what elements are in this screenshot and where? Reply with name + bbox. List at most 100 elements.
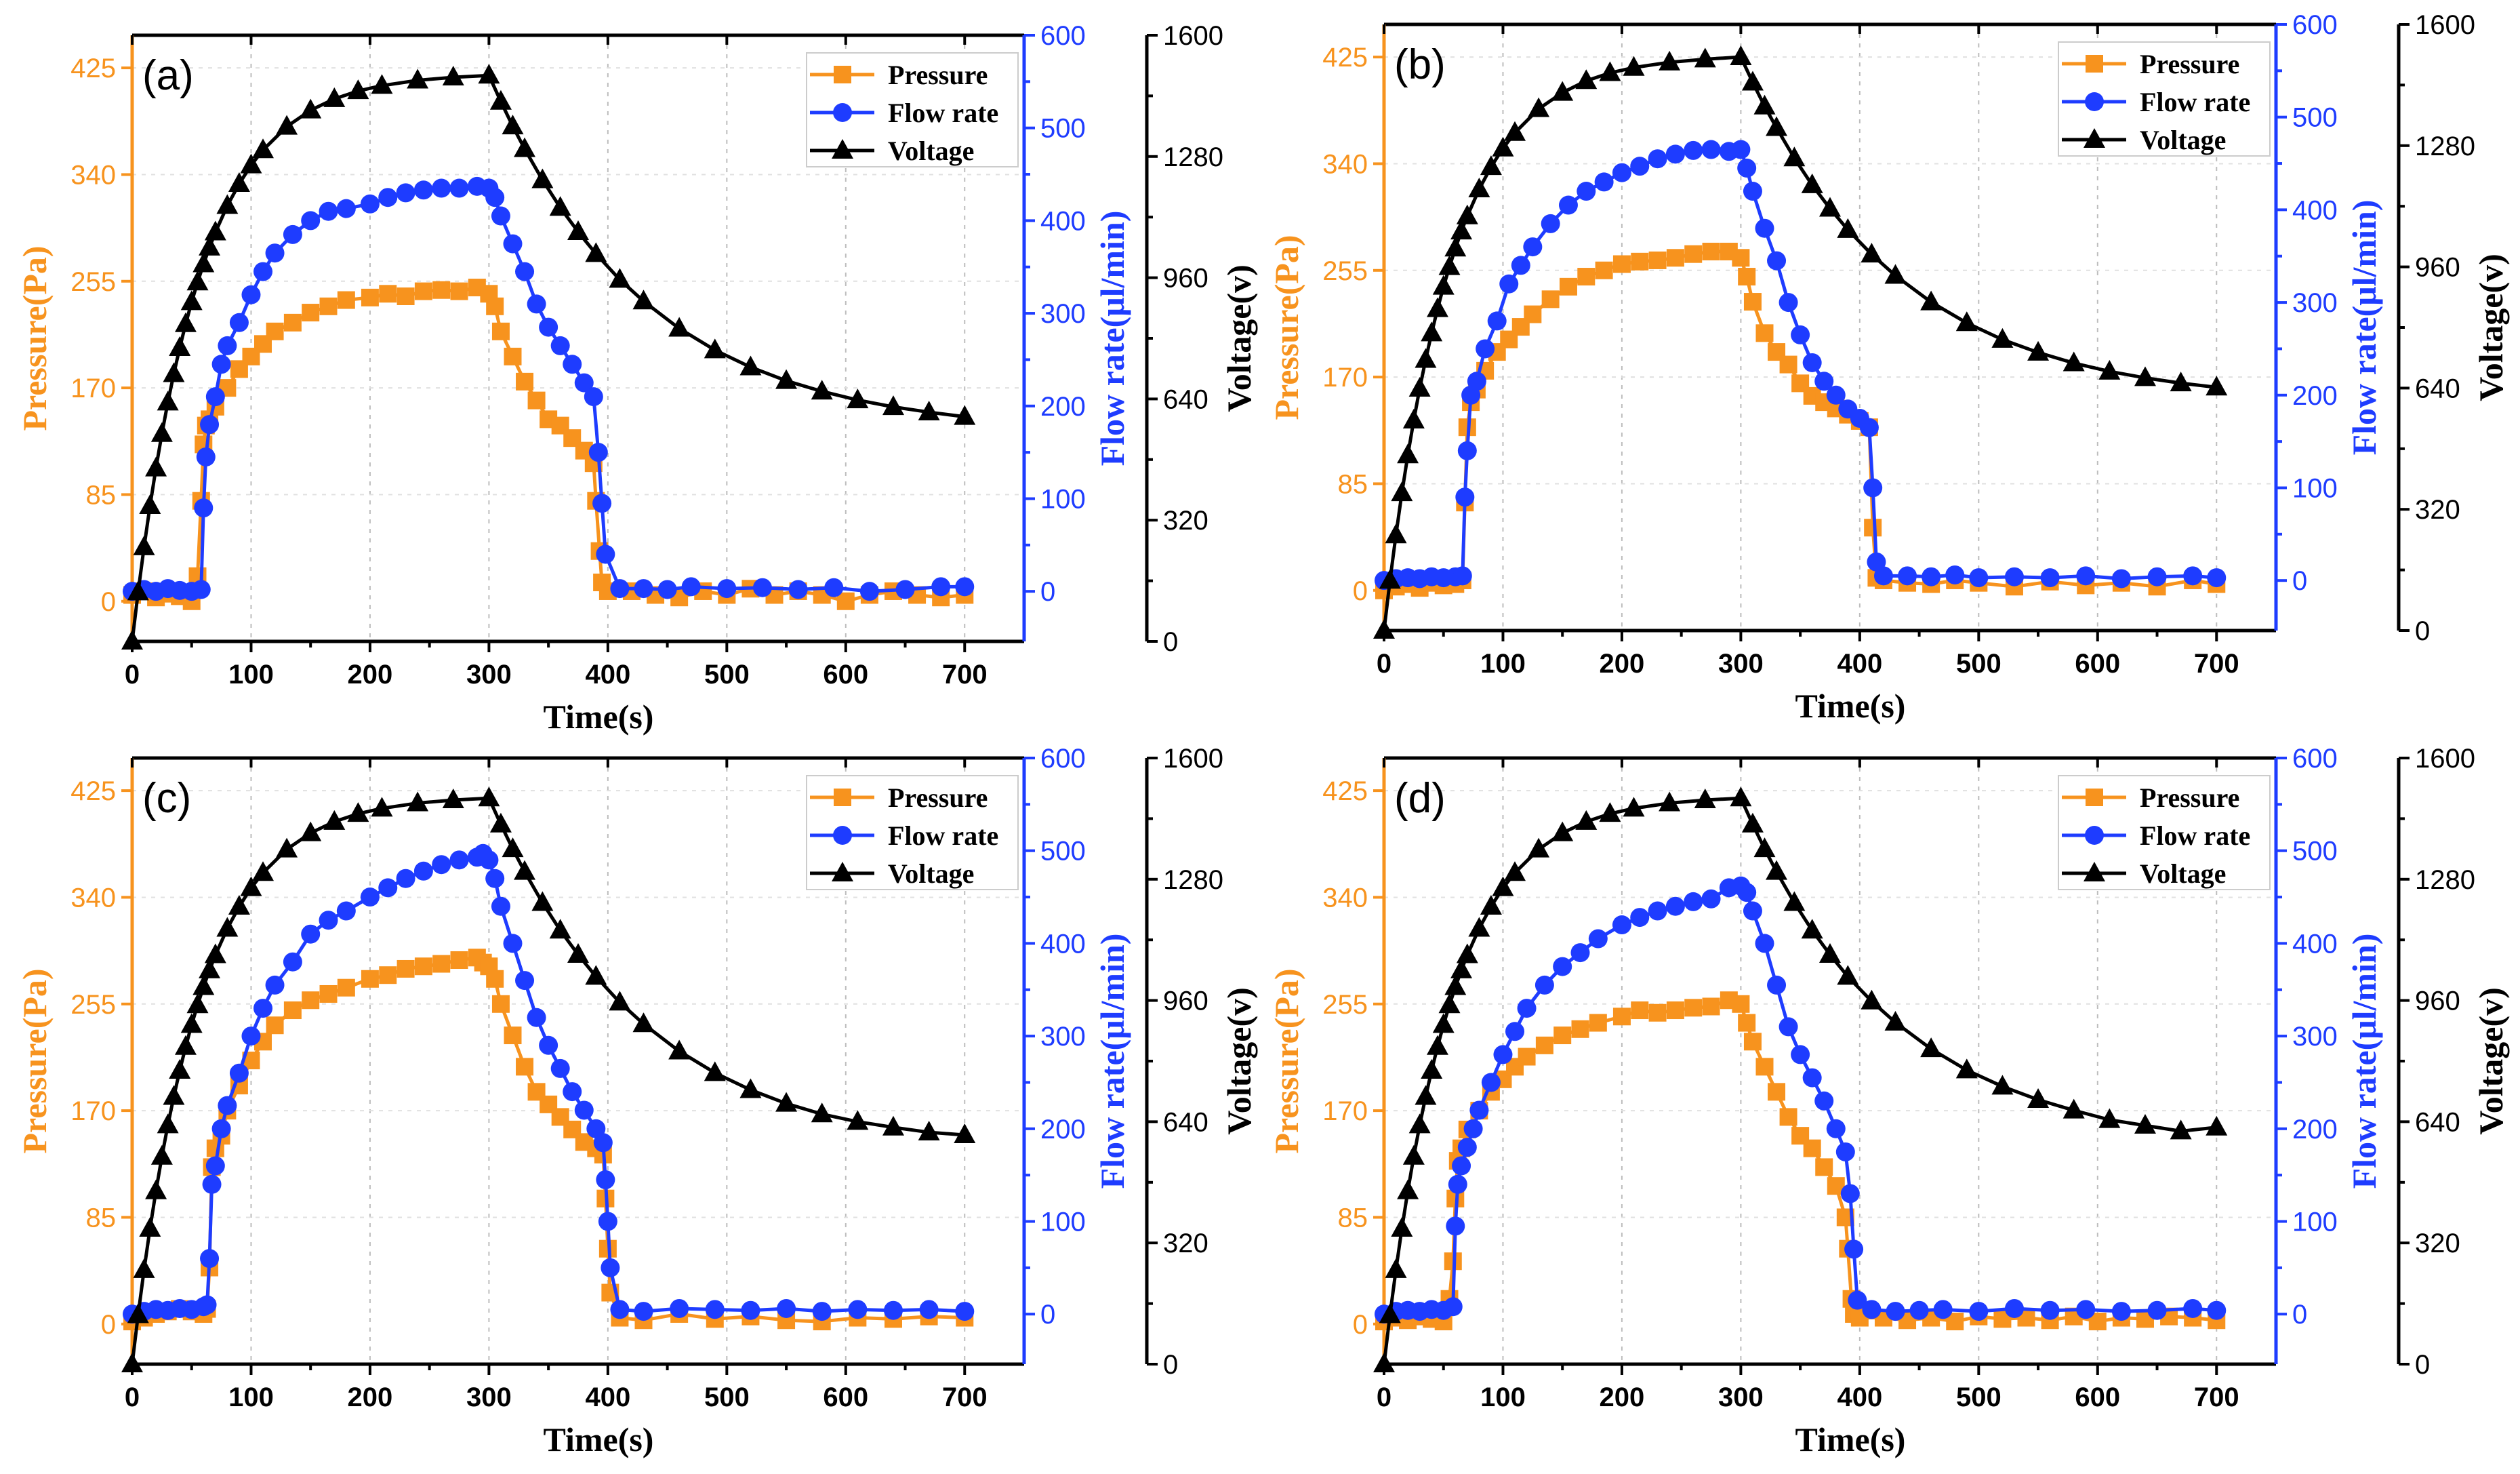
flow-point: [550, 336, 570, 355]
voltage-point: [502, 115, 524, 135]
flow-point: [1443, 1297, 1463, 1317]
voltage-point: [1391, 1216, 1413, 1237]
flow-point: [2147, 567, 2167, 586]
voltage-point: [1432, 1013, 1455, 1033]
voltage-point: [531, 891, 554, 911]
x-tick-label: 500: [704, 1382, 750, 1412]
voltage-point: [192, 975, 215, 995]
voltage-point: [502, 837, 524, 858]
flow-point: [812, 1302, 832, 1321]
flow-tick-label: 500: [1040, 837, 1086, 867]
voltage-point: [1623, 56, 1645, 76]
pressure-point: [337, 291, 355, 309]
pressure-point: [1743, 1033, 1762, 1051]
pressure-point: [1738, 1014, 1756, 1032]
flow-tick-label: 200: [2292, 1115, 2338, 1144]
flow-point: [1779, 1017, 1798, 1037]
legend-label: Flow rate: [2140, 820, 2250, 851]
voltage-point: [169, 336, 191, 356]
flow-point: [931, 577, 951, 597]
voltage-point: [668, 1039, 691, 1060]
pressure-point: [397, 287, 415, 305]
voltage-point: [1575, 810, 1598, 830]
x-tick-label: 0: [125, 1382, 140, 1412]
pressure-point: [266, 1016, 284, 1035]
voltage-point: [442, 66, 464, 86]
voltage-tick-label: 1600: [2415, 10, 2475, 40]
flow-point: [360, 888, 380, 907]
flow-point: [1844, 1239, 1864, 1259]
flow-point: [1535, 975, 1554, 995]
flow-point: [657, 580, 677, 599]
x-tick-label: 700: [2194, 1382, 2239, 1412]
voltage-tick-label: 0: [1163, 1350, 1178, 1380]
x-tick-label: 400: [1837, 1382, 1882, 1412]
flow-point: [485, 188, 505, 207]
pressure-point: [1684, 245, 1703, 263]
pressure-point: [1732, 995, 1750, 1013]
voltage-tick-label: 640: [1163, 1107, 1208, 1137]
voltage-point: [127, 1303, 149, 1323]
pressure-point: [1666, 249, 1684, 267]
flow-point: [1922, 567, 1941, 586]
voltage-point: [2098, 1108, 2121, 1128]
voltage-tick-label: 640: [2415, 374, 2460, 403]
x-tick-label: 700: [942, 1382, 988, 1412]
voltage-point: [1391, 481, 1413, 502]
flow-point: [491, 206, 510, 226]
flow-point: [1862, 1300, 1882, 1319]
pressure-point: [1755, 1058, 1774, 1076]
x-tick-label: 200: [1600, 1382, 1645, 1412]
voltage-point: [478, 786, 500, 807]
flow-tick-label: 100: [1040, 484, 1086, 514]
flow-point: [1558, 195, 1578, 215]
pressure-tick-label: 170: [1322, 1096, 1368, 1126]
pressure-point: [1631, 252, 1649, 271]
legend: Pressure Flow rate Voltage: [806, 775, 1019, 890]
flow-tick-label: 100: [2292, 1207, 2338, 1237]
x-tick-label: 200: [348, 660, 393, 690]
voltage-point: [1783, 146, 1806, 167]
flow-point: [563, 1082, 582, 1102]
legend-label: Pressure: [888, 60, 988, 90]
voltage-point: [704, 338, 726, 359]
pressure-series-line: [1383, 250, 2217, 593]
flow-point: [1814, 1091, 1834, 1111]
flow-point: [1969, 568, 1989, 588]
flow-point: [1553, 957, 1572, 976]
flow-point: [479, 850, 499, 870]
voltage-point: [1444, 237, 1467, 257]
pressure-point: [527, 391, 546, 410]
pressure-point: [1702, 997, 1720, 1016]
voltage-point: [1504, 121, 1526, 141]
pressure-point: [361, 288, 379, 306]
x-tick-label: 600: [823, 660, 868, 690]
voltage-point: [442, 789, 464, 809]
flow-tick-label: 300: [2292, 1022, 2338, 1052]
voltage-point: [1426, 1035, 1448, 1055]
voltage-point: [1402, 1144, 1425, 1165]
x-tick-label: 300: [466, 660, 512, 690]
flow-point: [1446, 1216, 1465, 1236]
flow-point: [1457, 1138, 1477, 1157]
voltage-point: [514, 860, 536, 880]
x-tick-label: 100: [228, 1382, 274, 1412]
pressure-tick-label: 85: [1338, 469, 1368, 499]
legend-label: Voltage: [888, 858, 974, 889]
flow-point: [1481, 1073, 1501, 1092]
voltage-point: [240, 876, 262, 896]
flow-point: [1755, 218, 1774, 238]
flow-point: [1933, 1300, 1953, 1319]
voltage-point: [567, 220, 589, 240]
flow-point: [200, 415, 220, 435]
flow-point: [539, 317, 558, 337]
voltage-point: [2062, 351, 2085, 372]
voltage-point: [2206, 376, 2228, 396]
x-tick-label: 100: [1480, 1382, 1526, 1412]
flow-point: [396, 869, 415, 888]
voltage-point: [1450, 958, 1473, 978]
flow-tick-label: 100: [1040, 1207, 1086, 1237]
flow-point: [1648, 901, 1667, 921]
flow-point: [1848, 1290, 1867, 1310]
voltage-point: [1599, 61, 1621, 81]
